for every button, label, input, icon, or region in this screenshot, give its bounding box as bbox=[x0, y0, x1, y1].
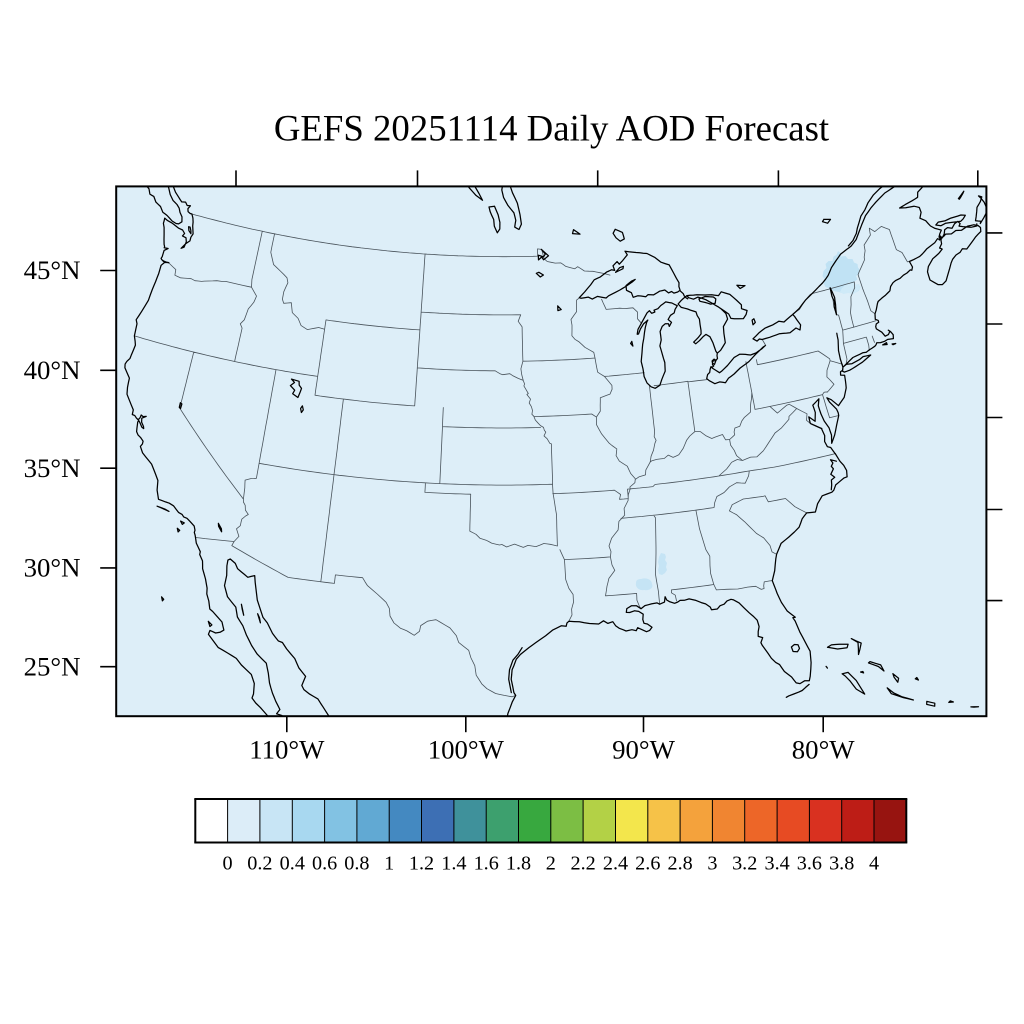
svg-text:0.2: 0.2 bbox=[247, 853, 272, 875]
svg-text:45°N: 45°N bbox=[24, 255, 81, 285]
svg-text:0.6: 0.6 bbox=[312, 853, 337, 875]
svg-text:0.4: 0.4 bbox=[280, 853, 305, 875]
svg-text:35°N: 35°N bbox=[24, 453, 81, 483]
svg-text:3.2: 3.2 bbox=[732, 853, 757, 875]
svg-text:80°W: 80°W bbox=[792, 735, 856, 765]
svg-text:30°N: 30°N bbox=[24, 553, 81, 583]
svg-text:3: 3 bbox=[707, 853, 717, 875]
svg-text:2: 2 bbox=[546, 853, 556, 875]
svg-text:2.8: 2.8 bbox=[667, 853, 692, 875]
svg-text:25°N: 25°N bbox=[24, 651, 81, 681]
svg-text:2.4: 2.4 bbox=[603, 853, 628, 875]
svg-text:3.4: 3.4 bbox=[764, 853, 789, 875]
svg-text:1.4: 1.4 bbox=[441, 853, 466, 875]
svg-text:90°W: 90°W bbox=[612, 735, 676, 765]
svg-text:0: 0 bbox=[223, 853, 233, 875]
svg-text:1.8: 1.8 bbox=[506, 853, 531, 875]
svg-text:GEFS 20251114 Daily AOD Foreca: GEFS 20251114 Daily AOD Forecast bbox=[274, 108, 829, 149]
svg-text:3.6: 3.6 bbox=[797, 853, 822, 875]
svg-text:1.2: 1.2 bbox=[409, 853, 434, 875]
svg-text:1: 1 bbox=[384, 853, 394, 875]
svg-text:1.6: 1.6 bbox=[474, 853, 499, 875]
svg-text:110°W: 110°W bbox=[249, 735, 325, 765]
svg-text:2.2: 2.2 bbox=[570, 853, 595, 875]
svg-text:40°N: 40°N bbox=[24, 355, 81, 385]
svg-text:0.8: 0.8 bbox=[344, 853, 369, 875]
svg-text:4: 4 bbox=[869, 853, 879, 875]
svg-text:2.6: 2.6 bbox=[635, 853, 660, 875]
svg-text:100°W: 100°W bbox=[428, 735, 505, 765]
svg-text:3.8: 3.8 bbox=[829, 853, 854, 875]
